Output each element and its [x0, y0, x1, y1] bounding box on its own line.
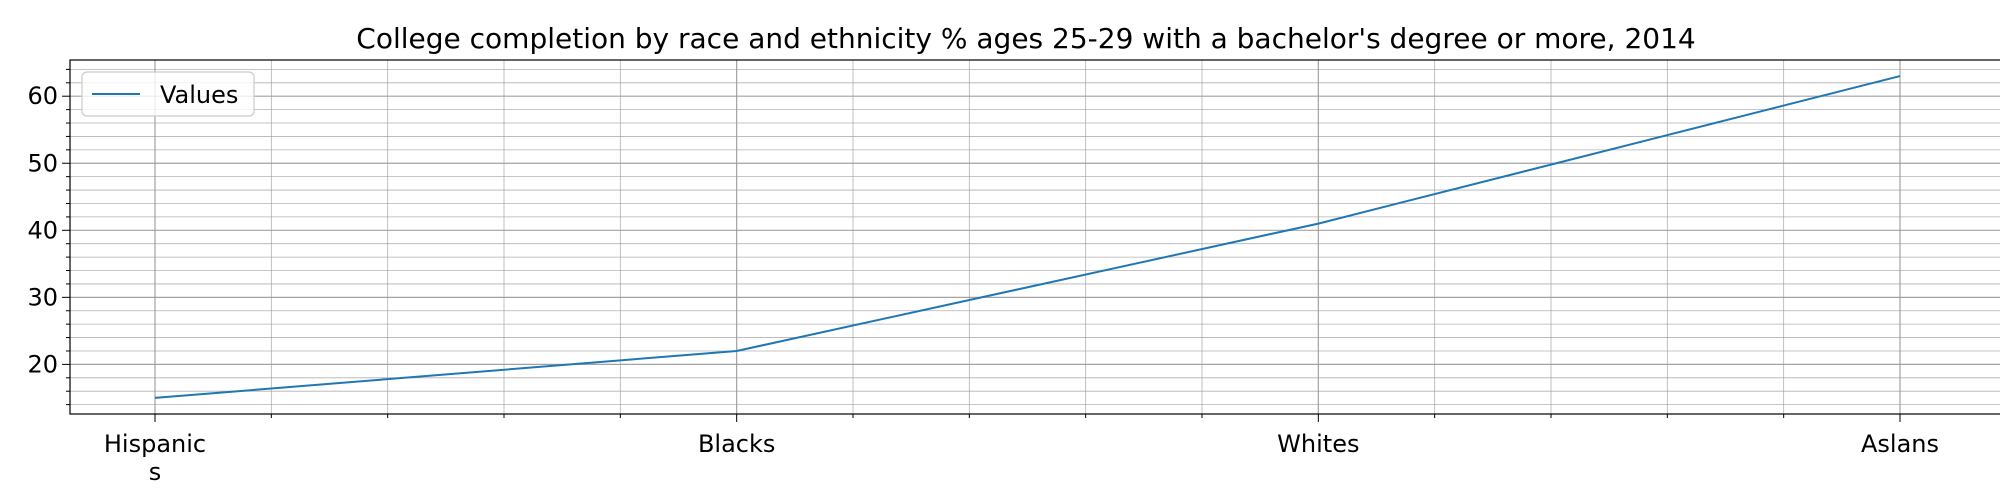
y-tick-label: 60 — [27, 82, 58, 110]
legend: Values — [82, 72, 254, 116]
x-tick-label-line: s — [149, 458, 162, 486]
x-tick-label-line: Hispanic — [104, 430, 206, 458]
y-tick-label: 40 — [27, 216, 58, 244]
y-tick-label: 50 — [27, 149, 58, 177]
x-tick-label-line: Blacks — [698, 430, 775, 458]
plot-frame — [70, 60, 2000, 414]
x-tick-label-line: Whites — [1277, 430, 1359, 458]
series-layer — [155, 76, 1900, 398]
legend-label: Values — [160, 81, 238, 109]
x-tick-label: Blacks — [698, 430, 775, 458]
series-line — [155, 76, 1900, 398]
x-tick-label-line: Aslans — [1861, 430, 1939, 458]
x-tick-label: Whites — [1277, 430, 1359, 458]
chart-title: College completion by race and ethnicity… — [356, 22, 1695, 55]
axes-layer — [70, 60, 2000, 414]
x-tick-label: Aslans — [1861, 430, 1939, 458]
y-tick-label: 20 — [27, 350, 58, 378]
y-tick-label: 30 — [27, 283, 58, 311]
grid-layer — [70, 60, 2000, 414]
